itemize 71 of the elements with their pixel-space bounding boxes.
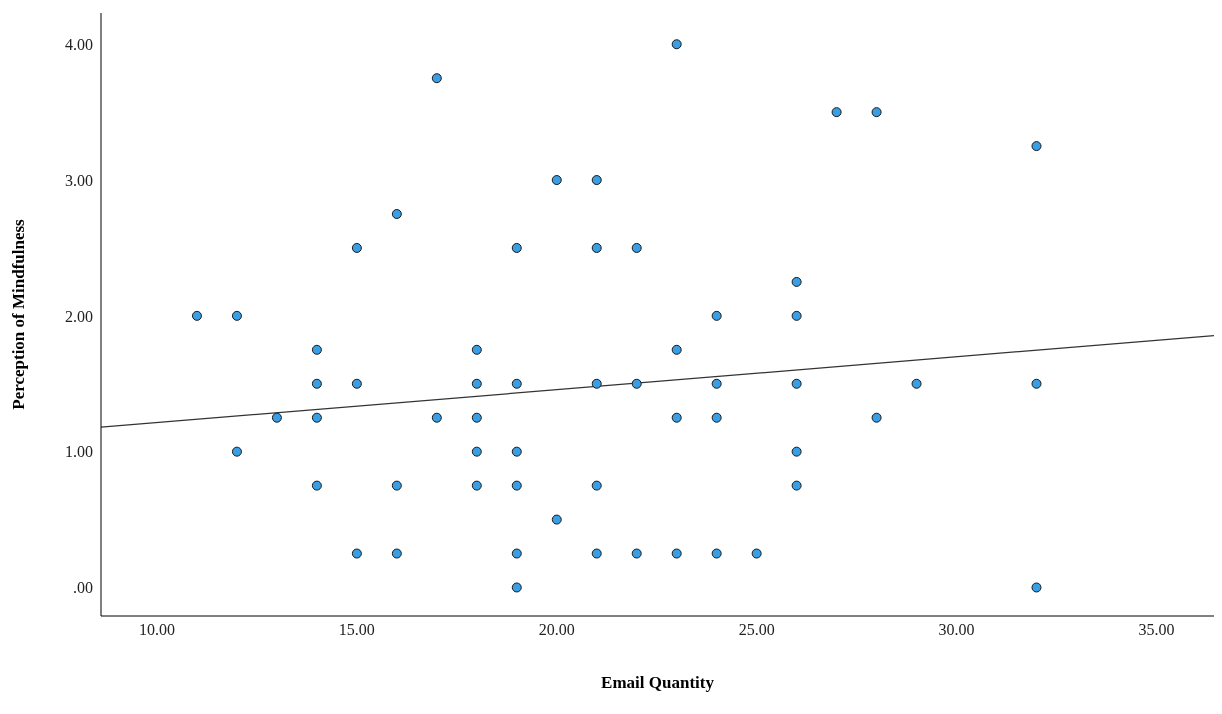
point (871, 412, 882, 423)
x-tick-label: 20.00 (538, 621, 575, 639)
point (711, 378, 722, 389)
point (311, 344, 322, 355)
point (231, 446, 242, 457)
point (431, 412, 442, 423)
x-tick-label: 10.00 (138, 621, 175, 639)
point (191, 310, 202, 321)
point (751, 548, 762, 559)
point (591, 480, 602, 491)
point (911, 378, 922, 389)
point (791, 480, 802, 491)
point (431, 73, 442, 84)
point (591, 242, 602, 253)
point (791, 276, 802, 287)
y-axis-title: Perception of Mindfulness (9, 218, 29, 410)
point (871, 107, 882, 118)
point (591, 378, 602, 389)
point (671, 344, 682, 355)
point (1031, 141, 1042, 152)
point (471, 446, 482, 457)
point (511, 480, 522, 491)
y-tick-label: 3.00 (65, 171, 93, 189)
x-tick-label: 30.00 (938, 621, 975, 639)
point (511, 242, 522, 253)
point (231, 310, 242, 321)
point (791, 378, 802, 389)
point (591, 548, 602, 559)
point (1031, 582, 1042, 593)
point (391, 480, 402, 491)
x-axis-title: Email Quantity (601, 673, 715, 692)
point (351, 378, 362, 389)
point (311, 412, 322, 423)
point (711, 548, 722, 559)
point (631, 378, 642, 389)
x-tick-label: 35.00 (1138, 621, 1175, 639)
y-tick-label: 2.00 (65, 307, 93, 325)
point (671, 548, 682, 559)
point (351, 242, 362, 253)
y-tick-label: 1.00 (65, 443, 93, 461)
point (351, 548, 362, 559)
point (511, 548, 522, 559)
point (791, 446, 802, 457)
point (1031, 378, 1042, 389)
point (631, 242, 642, 253)
point (311, 480, 322, 491)
point (471, 378, 482, 389)
point (711, 310, 722, 321)
point (591, 175, 602, 186)
point (471, 480, 482, 491)
point (511, 446, 522, 457)
x-tick-label: 15.00 (338, 621, 375, 639)
y-tick-label: .00 (73, 579, 93, 597)
point (671, 412, 682, 423)
point (511, 582, 522, 593)
y-tick-label: 4.00 (65, 35, 93, 53)
point (391, 548, 402, 559)
point (271, 412, 282, 423)
point (511, 378, 522, 389)
point (791, 310, 802, 321)
point (551, 514, 562, 525)
point (831, 107, 842, 118)
point (631, 548, 642, 559)
point (471, 344, 482, 355)
point (471, 412, 482, 423)
x-tick-label: 25.00 (738, 621, 775, 639)
point (671, 39, 682, 50)
point (391, 209, 402, 219)
point (711, 412, 722, 423)
point (311, 378, 322, 389)
point (551, 175, 562, 186)
